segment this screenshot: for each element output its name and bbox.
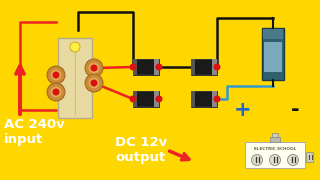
Text: ELECTRIC SCHOOL: ELECTRIC SCHOOL [254,147,296,151]
Bar [306,152,313,162]
Bar [245,142,305,168]
Bar [133,59,137,75]
Bar [133,91,159,107]
Bar [264,42,282,72]
Circle shape [85,59,103,77]
Circle shape [252,154,262,165]
Circle shape [70,42,80,52]
Circle shape [91,64,98,71]
Bar [212,59,217,75]
Circle shape [53,89,59,94]
Bar [137,60,154,74]
Text: +: + [234,100,252,120]
Bar [212,91,217,107]
Circle shape [130,96,137,102]
Circle shape [213,96,220,102]
Circle shape [89,62,100,73]
Circle shape [156,96,163,102]
Circle shape [52,89,60,96]
Bar [263,29,283,39]
Text: -: - [291,100,299,120]
Circle shape [91,80,98,87]
Circle shape [89,78,100,89]
Bar [191,91,195,107]
Circle shape [287,154,299,165]
Bar [133,91,137,107]
Bar [58,38,92,118]
Circle shape [269,154,281,165]
Circle shape [92,66,97,71]
Bar [195,60,212,74]
Text: AC 240v
input: AC 240v input [4,118,65,146]
Bar [154,59,159,75]
Circle shape [213,64,220,71]
Circle shape [51,69,61,80]
Circle shape [156,64,163,71]
Bar [272,133,278,137]
Circle shape [51,87,61,98]
Bar [191,59,217,75]
Bar [191,59,195,75]
Bar [137,92,154,106]
Bar [262,28,284,80]
Circle shape [92,80,97,86]
Circle shape [130,64,137,71]
Bar [195,92,212,106]
Bar [191,91,217,107]
Bar [133,59,159,75]
Text: DC 12v
output: DC 12v output [115,136,167,164]
Circle shape [52,71,60,78]
Circle shape [53,73,59,78]
Circle shape [47,83,65,101]
Bar [270,137,280,142]
Bar [154,91,159,107]
Circle shape [47,66,65,84]
Circle shape [85,74,103,92]
